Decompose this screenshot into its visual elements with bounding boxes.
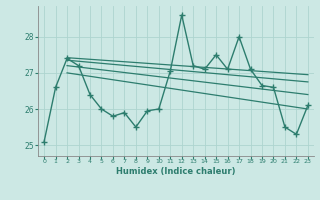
- X-axis label: Humidex (Indice chaleur): Humidex (Indice chaleur): [116, 167, 236, 176]
